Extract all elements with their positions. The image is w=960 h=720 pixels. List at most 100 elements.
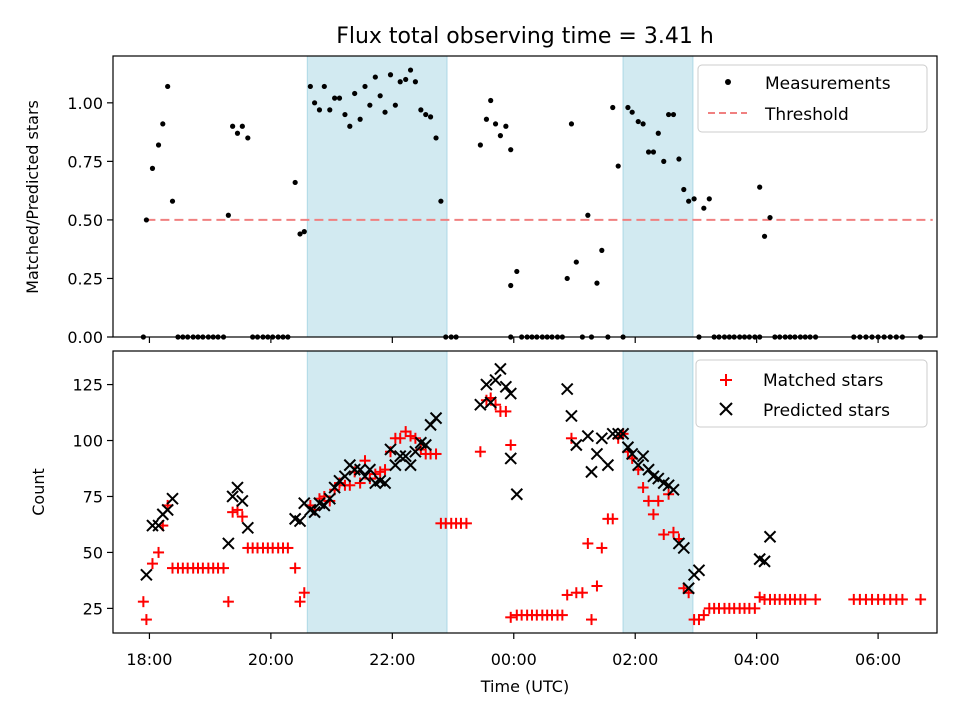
predicted-star-point (404, 458, 417, 472)
measurement-point (438, 198, 444, 204)
x-tick-label: 20:00 (248, 650, 294, 669)
measurement-point (362, 83, 368, 90)
measurement-point (706, 196, 712, 202)
top-panel: 0.00 0.25 0.50 0.75 1.00 Matched/Predicted s… (23, 55, 938, 347)
measurement-point (155, 142, 162, 148)
matched-star-point (647, 508, 659, 520)
measurement-point (336, 95, 343, 101)
measurement-point (292, 179, 298, 186)
bottom-y-axis-ticks: 25 50 75 100 125 (72, 376, 113, 618)
measurement-point (645, 149, 652, 155)
matched-star-point (561, 589, 573, 601)
measurement-point (508, 147, 514, 153)
measurement-point (568, 121, 575, 127)
measurement-point (497, 133, 504, 139)
measurement-point (225, 212, 231, 218)
measurement-point (650, 149, 657, 155)
predicted-star-point (152, 519, 165, 532)
top-y-axis-ticks: 0.00 0.25 0.50 0.75 1.00 (67, 94, 113, 347)
y-tick-label: 0.25 (67, 269, 103, 288)
predicted-star-point (480, 378, 493, 391)
measurement-point (397, 79, 403, 85)
measurement-point (655, 130, 661, 136)
measurement-point (382, 109, 388, 115)
measurement-point (403, 76, 409, 83)
predicted-star-point (474, 398, 487, 411)
predicted-star-point (419, 438, 432, 452)
measurement-point (311, 100, 318, 106)
predicted-star-point (590, 447, 604, 461)
measurement-point (239, 123, 245, 129)
y-tick-label: 75 (83, 487, 103, 506)
measurement-point (661, 158, 667, 164)
predicted-star-point (621, 441, 635, 454)
top-y-axis-label: Matched/Predicted stars (23, 100, 42, 294)
measurement-point (392, 102, 398, 108)
shaded-interval-1 (306, 350, 448, 634)
matched-star-point (896, 593, 908, 605)
measurement-point (514, 268, 520, 275)
legend-measurement-marker (725, 79, 731, 85)
measurement-point (165, 83, 171, 90)
matched-star-point (596, 542, 608, 554)
y-tick-label: 50 (83, 543, 103, 562)
matched-star-point (153, 546, 165, 558)
top-legend-box (697, 64, 928, 133)
measurement-point (701, 205, 707, 211)
predicted-star-point (363, 463, 377, 476)
matched-star-point (915, 593, 927, 605)
predicted-star-point (504, 387, 517, 400)
measurement-point (412, 79, 418, 85)
y-tick-label: 0.75 (67, 152, 103, 171)
matched-star-point (146, 558, 158, 570)
y-tick-label: 0.00 (67, 328, 103, 347)
predicted-star-point (241, 521, 255, 535)
predicted-star-point (146, 519, 159, 532)
bottom-plot-frame (112, 350, 938, 634)
predicted-star-point (338, 470, 352, 483)
measurement-point (477, 142, 483, 148)
x-tick-label: 02:00 (612, 650, 658, 669)
measurement-point (245, 135, 251, 141)
measurement-point (483, 116, 490, 122)
measurement-point (594, 280, 600, 286)
predicted-star-point (601, 458, 615, 472)
matched-star-point (227, 506, 239, 518)
predicted-star-point (677, 541, 690, 555)
predicted-stars-points (140, 362, 777, 595)
shaded-interval-1 (306, 55, 448, 338)
measurement-point (357, 116, 363, 122)
matched-star-point (294, 596, 306, 608)
measurement-point (635, 118, 641, 125)
y-tick-label: 1.00 (67, 94, 103, 113)
bottom-legend: Matched stars Predicted stars (695, 359, 928, 428)
predicted-star-point (642, 463, 655, 476)
measurement-point (347, 123, 353, 129)
predicted-star-point (581, 429, 595, 443)
matched-star-point (282, 542, 294, 554)
measurement-point (234, 130, 241, 136)
matched-star-point (576, 587, 588, 599)
measurement-point (321, 83, 327, 90)
predicted-star-point (682, 582, 695, 595)
predicted-star-point (293, 514, 307, 528)
measurement-point (332, 95, 338, 101)
matched-star-point (405, 430, 417, 442)
measurement-point (297, 231, 303, 237)
predicted-star-point (222, 537, 235, 550)
measurement-point (615, 163, 621, 169)
matched-star-point (643, 495, 655, 507)
measurement-point (143, 217, 149, 223)
matched-star-point (652, 495, 664, 507)
matched-star-point (754, 591, 766, 603)
predicted-star-point (323, 492, 336, 505)
measurement-point (488, 97, 494, 104)
predicted-star-point (636, 449, 650, 463)
matched-star-point (667, 526, 679, 538)
matched-star-point (218, 562, 230, 574)
bottom-y-axis-label: Count (29, 468, 48, 516)
measurement-point (666, 111, 672, 118)
measurement-point (160, 121, 166, 127)
measurement-point (418, 107, 424, 113)
